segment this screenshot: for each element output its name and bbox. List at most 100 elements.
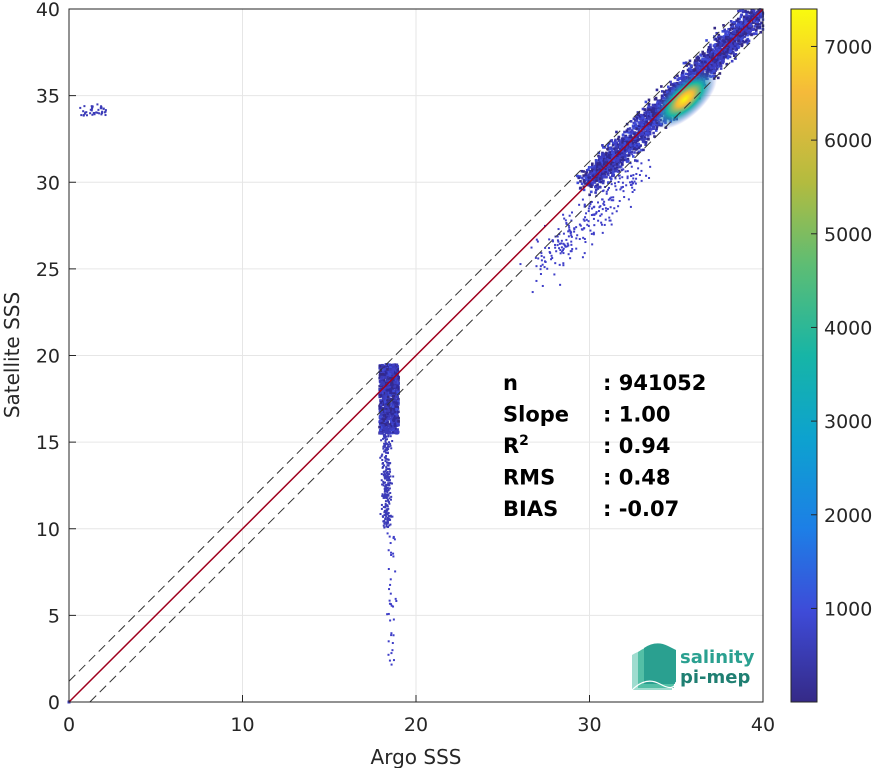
density-cell xyxy=(635,159,639,163)
density-cell xyxy=(714,46,717,49)
density-cell xyxy=(655,127,658,131)
density-cell xyxy=(746,20,750,24)
density-cell xyxy=(607,162,611,166)
density-cell xyxy=(643,124,647,127)
density-cell xyxy=(637,150,641,154)
density-cell xyxy=(740,27,744,31)
density-cell xyxy=(704,60,707,64)
density-cell xyxy=(625,160,629,163)
density-cell xyxy=(712,51,716,54)
density-cell xyxy=(621,138,625,142)
density-cell xyxy=(620,151,623,154)
density-cell xyxy=(646,128,650,131)
density-cell xyxy=(632,121,636,125)
density-cell xyxy=(738,9,742,13)
density-cell xyxy=(755,28,758,31)
density-cell xyxy=(706,50,710,54)
density-cell xyxy=(639,125,643,128)
density-cell xyxy=(641,118,645,122)
density-cell xyxy=(740,42,744,45)
density-cell xyxy=(718,38,721,42)
density-cell xyxy=(601,174,605,177)
density-cell xyxy=(639,144,642,147)
density-cell xyxy=(741,9,745,12)
density-cell xyxy=(727,51,730,54)
density-cell xyxy=(735,19,738,22)
density-cell xyxy=(614,167,617,170)
density-cell xyxy=(592,167,596,171)
density-cell xyxy=(606,170,610,174)
density-cell xyxy=(742,24,745,27)
density-cell xyxy=(746,33,749,37)
density-cell xyxy=(754,12,757,15)
density-cell xyxy=(655,88,659,92)
density-cell xyxy=(715,67,719,71)
density-cell xyxy=(637,125,640,129)
density-cell xyxy=(641,107,645,111)
density-cell xyxy=(759,31,763,34)
density-cell xyxy=(701,50,705,54)
density-cell xyxy=(582,174,585,177)
density-cell xyxy=(591,183,594,187)
density-cell xyxy=(722,24,725,27)
density-cell xyxy=(618,159,622,162)
density-cell xyxy=(622,137,625,140)
density-cell xyxy=(590,163,594,166)
density-cell xyxy=(595,165,599,169)
density-cell xyxy=(727,30,731,34)
density-cell xyxy=(685,64,689,67)
density-cell xyxy=(602,163,606,166)
density-cell xyxy=(613,154,617,157)
density-cell xyxy=(605,175,608,179)
density-cell xyxy=(627,131,631,134)
density-cell xyxy=(693,63,697,67)
density-cell xyxy=(709,52,713,55)
density-cell xyxy=(696,58,700,62)
density-cell xyxy=(701,57,704,60)
density-cell xyxy=(701,52,705,56)
density-cell xyxy=(636,151,639,155)
density-cell xyxy=(709,50,713,53)
density-cell xyxy=(733,44,737,48)
density-cell xyxy=(598,180,601,184)
density-cell xyxy=(634,125,638,128)
density-cell xyxy=(582,179,586,182)
density-cell xyxy=(733,33,737,37)
density-cell xyxy=(714,53,717,57)
density-cell xyxy=(596,183,599,186)
density-cell xyxy=(745,12,748,16)
density-cell xyxy=(608,165,611,169)
density-cell xyxy=(726,41,730,45)
density-cell xyxy=(733,39,737,43)
density-cell xyxy=(631,155,635,158)
density-cell xyxy=(736,17,740,21)
density-cell xyxy=(639,132,642,136)
density-cell xyxy=(707,55,711,59)
density-cell xyxy=(745,26,749,30)
density-cell xyxy=(741,32,744,36)
density-cell xyxy=(593,164,597,168)
density-cell xyxy=(641,132,644,136)
density-cell xyxy=(588,193,591,197)
density-cell xyxy=(712,63,715,67)
density-cell xyxy=(667,85,670,89)
density-cell xyxy=(749,16,753,19)
density-cell xyxy=(589,169,592,173)
density-cell xyxy=(600,163,603,166)
density-cell xyxy=(746,42,749,45)
density-cell xyxy=(741,22,744,26)
density-cell xyxy=(606,147,609,151)
density-cell xyxy=(589,183,592,186)
density-cell xyxy=(647,105,650,109)
density-cell xyxy=(646,110,650,114)
density-cell xyxy=(596,162,600,166)
density-cell xyxy=(732,52,735,55)
density-cell xyxy=(702,58,705,62)
density-cell xyxy=(712,48,715,51)
density-cell xyxy=(637,129,641,132)
density-cell xyxy=(722,57,726,61)
density-cell xyxy=(634,142,638,146)
density-cell xyxy=(634,140,638,144)
density-cell xyxy=(644,118,648,122)
density-cell xyxy=(615,161,618,164)
